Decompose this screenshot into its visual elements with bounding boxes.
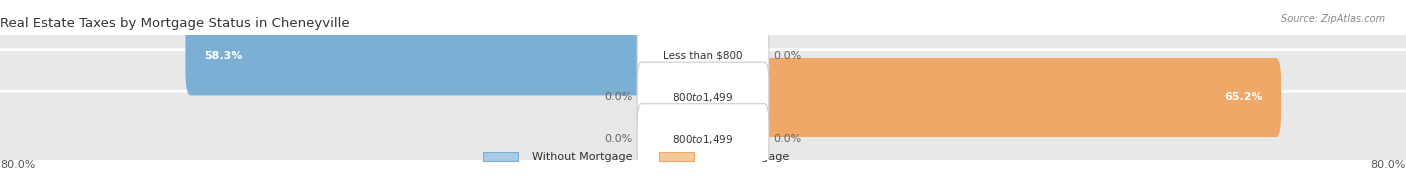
FancyBboxPatch shape [186,16,709,95]
Text: 80.0%: 80.0% [1371,160,1406,170]
Text: 0.0%: 0.0% [773,134,801,144]
FancyBboxPatch shape [637,62,769,133]
FancyBboxPatch shape [484,152,519,161]
FancyBboxPatch shape [697,58,1281,137]
Text: Without Mortgage: Without Mortgage [531,152,633,162]
Text: $800 to $1,499: $800 to $1,499 [672,91,734,104]
FancyBboxPatch shape [0,50,1406,145]
Text: 80.0%: 80.0% [0,160,35,170]
FancyBboxPatch shape [0,8,1406,104]
FancyBboxPatch shape [637,104,769,175]
Text: Real Estate Taxes by Mortgage Status in Cheneyville: Real Estate Taxes by Mortgage Status in … [0,17,350,30]
FancyBboxPatch shape [650,62,707,133]
Text: 58.3%: 58.3% [204,51,242,61]
Text: 0.0%: 0.0% [605,134,633,144]
FancyBboxPatch shape [699,104,756,175]
Text: 0.0%: 0.0% [605,92,633,103]
Text: With Mortgage: With Mortgage [707,152,790,162]
FancyBboxPatch shape [650,20,707,91]
Text: Less than $800: Less than $800 [664,51,742,61]
Text: 0.0%: 0.0% [773,51,801,61]
FancyBboxPatch shape [637,20,769,91]
Text: 65.2%: 65.2% [1225,92,1263,103]
FancyBboxPatch shape [650,104,707,175]
FancyBboxPatch shape [699,62,756,133]
Text: Source: ZipAtlas.com: Source: ZipAtlas.com [1281,14,1385,24]
FancyBboxPatch shape [699,20,756,91]
Text: $800 to $1,499: $800 to $1,499 [672,133,734,146]
FancyBboxPatch shape [659,152,695,161]
FancyBboxPatch shape [0,91,1406,187]
